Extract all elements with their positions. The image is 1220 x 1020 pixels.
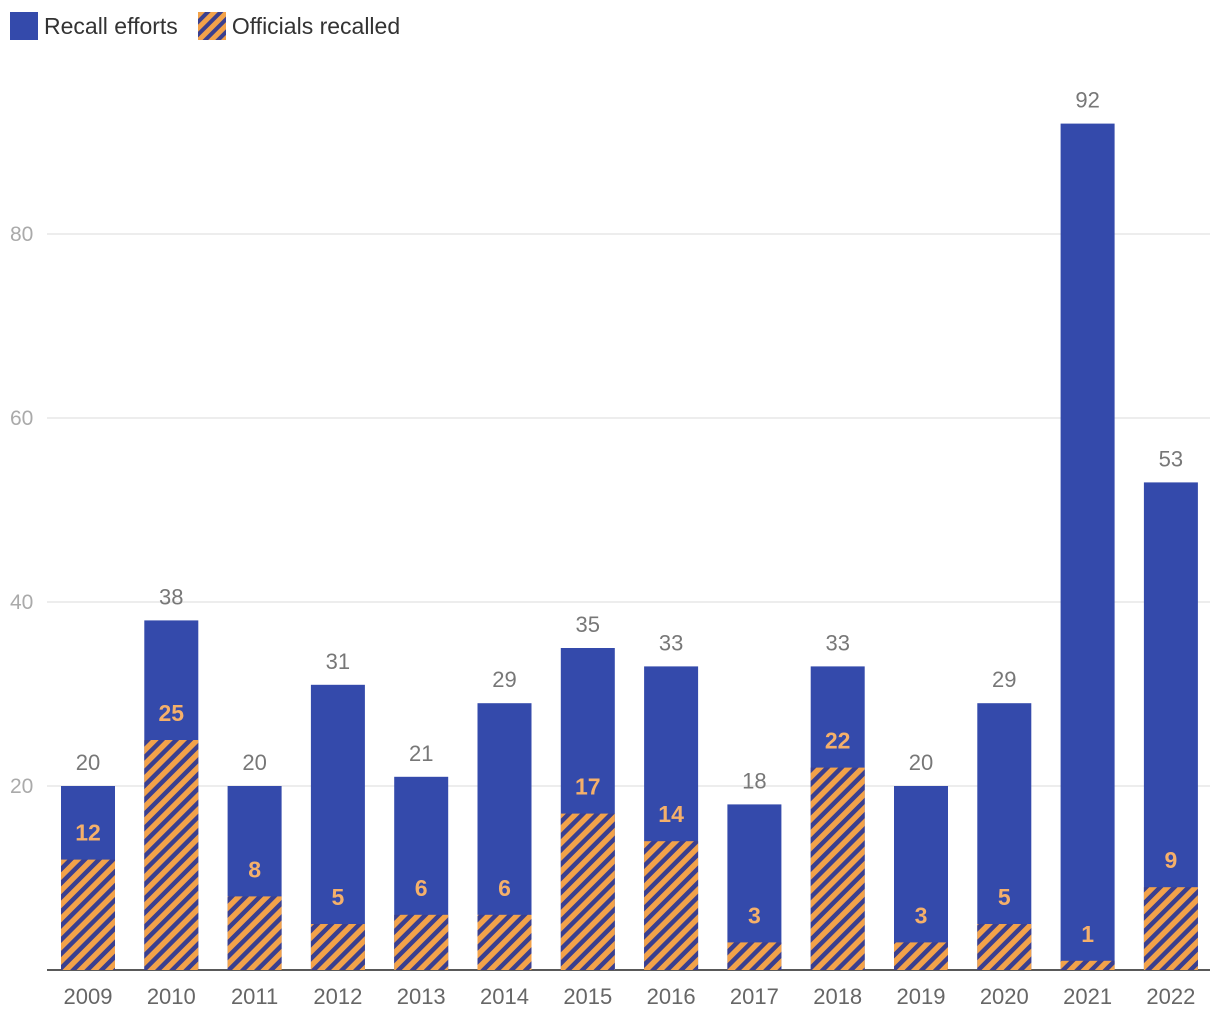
bar-officials-recalled-2020[interactable] bbox=[977, 924, 1032, 970]
bars-group bbox=[61, 123, 1198, 971]
data-label-officials-recalled-2022: 9 bbox=[1165, 847, 1178, 873]
legend-label-officials-recalled: Officials recalled bbox=[231, 12, 401, 39]
data-label-recall-efforts-2018: 33 bbox=[825, 630, 849, 655]
legend-item-recall-efforts[interactable]: Recall efforts bbox=[10, 12, 178, 40]
x-tick-label-2015: 2015 bbox=[563, 984, 612, 1009]
bar-officials-recalled-2017[interactable] bbox=[727, 942, 782, 970]
data-label-recall-efforts-2017: 18 bbox=[742, 768, 766, 793]
data-label-officials-recalled-2017: 3 bbox=[748, 902, 761, 928]
data-label-recall-efforts-2022: 53 bbox=[1159, 446, 1183, 471]
bar-officials-recalled-2012[interactable] bbox=[310, 924, 365, 970]
y-tick-label-20: 20 bbox=[10, 775, 33, 798]
data-label-recall-efforts-2010: 38 bbox=[159, 584, 183, 609]
data-label-officials-recalled-2021: 1 bbox=[1081, 921, 1094, 947]
bar-officials-recalled-2014[interactable] bbox=[477, 914, 532, 970]
bar-officials-recalled-2015[interactable] bbox=[560, 813, 615, 970]
data-label-recall-efforts-2020: 29 bbox=[992, 667, 1016, 692]
x-tick-label-2020: 2020 bbox=[980, 984, 1029, 1009]
labels-group: 2012200938252010208201131520122162013296… bbox=[64, 88, 1196, 1009]
x-tick-label-2011: 2011 bbox=[231, 984, 278, 1009]
x-tick-label-2013: 2013 bbox=[397, 984, 446, 1009]
bar-recall-efforts-2021[interactable] bbox=[1060, 123, 1115, 971]
y-tick-label-80: 80 bbox=[10, 223, 33, 246]
data-label-officials-recalled-2011: 8 bbox=[248, 856, 261, 882]
x-tick-label-2021: 2021 bbox=[1063, 984, 1112, 1009]
legend-item-officials-recalled[interactable]: Officials recalled bbox=[197, 12, 401, 40]
data-label-recall-efforts-2014: 29 bbox=[492, 667, 516, 692]
x-tick-label-2018: 2018 bbox=[813, 984, 862, 1009]
data-label-recall-efforts-2009: 20 bbox=[76, 750, 100, 775]
x-tick-label-2019: 2019 bbox=[897, 984, 946, 1009]
x-tick-label-2009: 2009 bbox=[64, 984, 113, 1009]
bar-officials-recalled-2019[interactable] bbox=[894, 942, 948, 970]
legend-label-recall-efforts: Recall efforts bbox=[44, 12, 178, 39]
x-tick-label-2014: 2014 bbox=[480, 984, 529, 1009]
bar-officials-recalled-2016[interactable] bbox=[644, 841, 699, 970]
data-label-recall-efforts-2012: 31 bbox=[326, 649, 350, 674]
data-label-recall-efforts-2011: 20 bbox=[242, 750, 266, 775]
bar-officials-recalled-2011[interactable] bbox=[227, 896, 282, 970]
y-tick-label-40: 40 bbox=[10, 591, 33, 614]
data-label-officials-recalled-2015: 17 bbox=[575, 774, 601, 800]
x-tick-label-2016: 2016 bbox=[647, 984, 696, 1009]
data-label-officials-recalled-2012: 5 bbox=[332, 884, 345, 910]
data-label-officials-recalled-2013: 6 bbox=[415, 875, 428, 901]
bar-recall-efforts-2019[interactable] bbox=[894, 786, 948, 970]
data-label-officials-recalled-2020: 5 bbox=[998, 884, 1011, 910]
data-label-recall-efforts-2015: 35 bbox=[576, 612, 600, 637]
data-label-officials-recalled-2018: 22 bbox=[825, 728, 851, 754]
y-tick-label-60: 60 bbox=[10, 407, 33, 430]
bar-officials-recalled-2013[interactable] bbox=[394, 914, 449, 970]
data-label-officials-recalled-2010: 25 bbox=[159, 700, 185, 726]
bar-officials-recalled-2009[interactable] bbox=[61, 859, 115, 970]
x-tick-label-2022: 2022 bbox=[1146, 984, 1195, 1009]
legend-swatch-officials-recalled bbox=[197, 12, 226, 40]
bar-recall-efforts-2012[interactable] bbox=[310, 684, 365, 970]
bar-officials-recalled-2022[interactable] bbox=[1143, 887, 1198, 970]
x-tick-label-2012: 2012 bbox=[313, 984, 362, 1009]
bar-officials-recalled-2018[interactable] bbox=[810, 767, 865, 970]
legend-swatch-recall-efforts bbox=[10, 12, 38, 40]
data-label-officials-recalled-2019: 3 bbox=[915, 902, 928, 928]
data-label-recall-efforts-2021: 92 bbox=[1075, 88, 1099, 113]
data-label-officials-recalled-2009: 12 bbox=[75, 820, 101, 846]
data-label-officials-recalled-2014: 6 bbox=[498, 875, 511, 901]
x-tick-label-2017: 2017 bbox=[730, 984, 779, 1009]
x-tick-label-2010: 2010 bbox=[147, 984, 196, 1009]
data-label-officials-recalled-2016: 14 bbox=[658, 801, 684, 827]
data-label-recall-efforts-2016: 33 bbox=[659, 630, 683, 655]
data-label-recall-efforts-2019: 20 bbox=[909, 750, 933, 775]
bar-officials-recalled-2010[interactable] bbox=[144, 740, 199, 970]
bar-officials-recalled-2021[interactable] bbox=[1060, 960, 1115, 970]
legend: Recall efforts Officials recalled bbox=[10, 12, 420, 40]
data-label-recall-efforts-2013: 21 bbox=[409, 741, 433, 766]
